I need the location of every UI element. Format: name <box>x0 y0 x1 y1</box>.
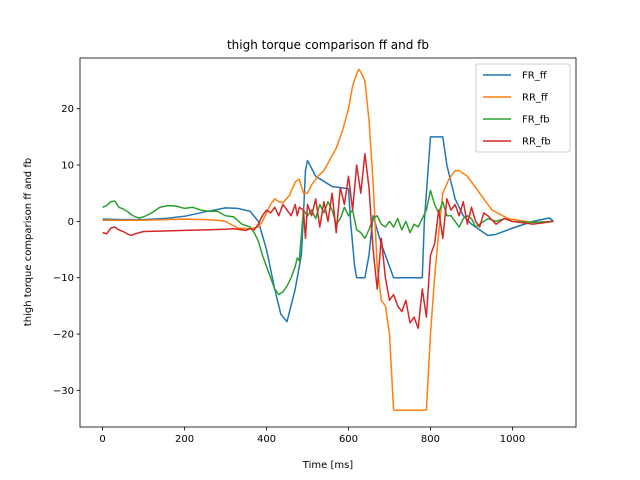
x-tick-label: 600 <box>339 434 358 445</box>
y-tick-label: −30 <box>53 386 74 397</box>
y-axis: −30 −20 −10 0 10 20 <box>53 104 80 397</box>
y-tick-label: 20 <box>61 104 74 115</box>
series-line-fr-ff <box>102 136 554 323</box>
x-tick-label: 400 <box>257 434 276 445</box>
y-tick-label: −20 <box>53 330 74 341</box>
x-axis-label: Time [ms] <box>302 460 354 471</box>
y-tick-label: 10 <box>61 161 74 172</box>
chart-title: thigh torque comparison ff and fb <box>227 38 429 52</box>
x-tick-label: 0 <box>99 434 105 445</box>
legend: FR_ff RR_ff FR_fb RR_fb <box>475 63 571 153</box>
plot-area-frame <box>79 57 577 428</box>
plot-lines <box>102 68 554 411</box>
legend-label-fr-ff: FR_ff <box>522 71 548 82</box>
y-tick-label: −10 <box>53 273 74 284</box>
y-axis-label: thigh torque comparison ff and fb <box>23 158 34 326</box>
series-line-rr-ff <box>102 68 554 411</box>
x-tick-label: 800 <box>421 434 440 445</box>
legend-label-rr-fb: RR_fb <box>522 137 551 148</box>
legend-label-fr-fb: FR_fb <box>522 115 550 126</box>
x-tick-label: 200 <box>175 434 194 445</box>
legend-label-rr-ff: RR_ff <box>522 93 549 104</box>
y-tick-label: 0 <box>68 217 74 228</box>
legend-box <box>475 63 571 153</box>
series-line-fr-fb <box>102 189 554 296</box>
x-tick-label: 1000 <box>500 434 525 445</box>
series-line-rr-fb <box>102 153 554 330</box>
x-axis: 0 200 400 600 800 1000 <box>99 427 525 445</box>
